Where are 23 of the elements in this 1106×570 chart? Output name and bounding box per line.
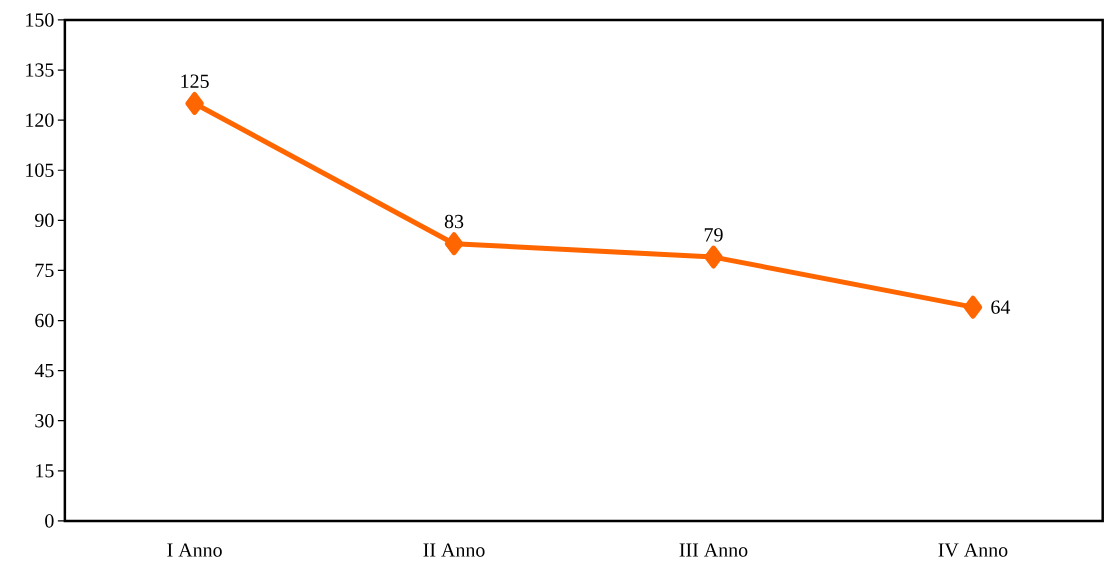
y-tick-label: 30 [35, 414, 54, 428]
x-tick-label: III Anno [679, 543, 748, 557]
point [444, 232, 464, 256]
y-tick-label: 75 [35, 263, 54, 278]
data-label: 125 [181, 74, 209, 89]
x-tick-label: II Anno [423, 543, 485, 557]
y-tick-label: 45 [34, 364, 54, 378]
y-tick-label: 0 [45, 514, 54, 528]
point [185, 92, 204, 116]
y-tick-label: 135 [26, 63, 54, 77]
y-tick-label: 15 [36, 464, 54, 478]
y-tick-label: 120 [26, 113, 54, 127]
data-label: 79 [704, 228, 723, 242]
data-label: 64 [991, 300, 1011, 314]
y-tick-label: 105 [26, 163, 54, 178]
point [963, 295, 983, 319]
data-label: 83 [444, 214, 464, 229]
y-tick-label: 60 [35, 313, 54, 328]
y-tick-label: 90 [35, 213, 54, 228]
x-tick-label: I Anno [167, 543, 222, 557]
x-tick-label: IV Anno [938, 543, 1008, 557]
point [704, 245, 723, 269]
y-tick-label: 150 [26, 13, 54, 27]
